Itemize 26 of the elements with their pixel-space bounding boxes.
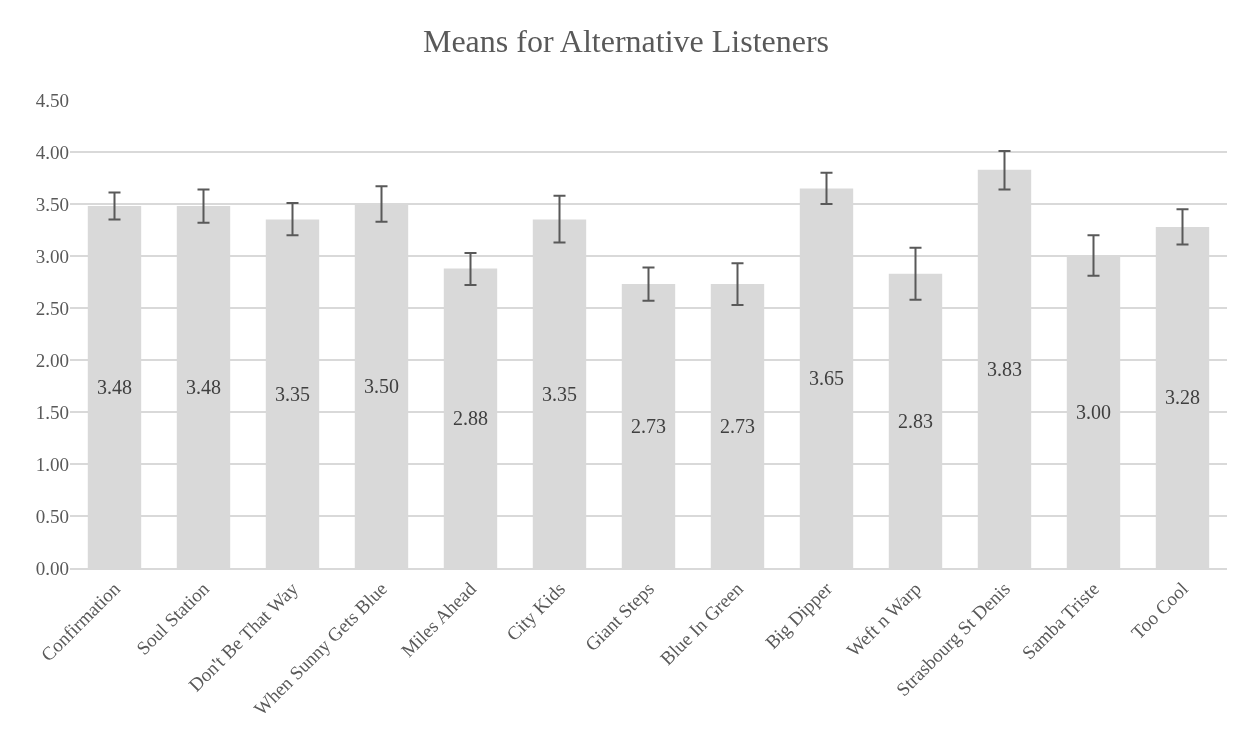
data-label: 3.50 [364,375,399,397]
data-label: 2.73 [631,415,666,438]
y-tick-label: 2.00 [35,349,69,371]
y-tick-label: 2.50 [35,297,69,319]
data-label: 3.83 [987,357,1022,380]
x-tick-label: City Kids [502,578,570,645]
data-label: 2.83 [898,409,933,432]
y-tick-label: 4.50 [35,89,69,111]
data-label: 3.65 [809,367,844,390]
y-tick-label: 4.00 [35,141,69,163]
data-label: 3.48 [97,376,132,399]
data-label: 3.35 [542,382,577,405]
data-label: 3.35 [275,382,310,405]
y-tick-label: 3.00 [35,245,69,267]
y-tick-label: 0.00 [35,557,69,579]
data-label: 2.88 [453,407,488,430]
data-label: 3.28 [1165,386,1200,409]
data-label: 2.73 [720,415,755,438]
y-tick-label: 3.50 [35,193,69,215]
x-tick-label: Too Cool [1127,578,1193,644]
y-tick-label: 1.00 [35,453,69,475]
y-tick-label: 1.50 [35,401,69,423]
data-label: 3.00 [1076,401,1111,423]
y-tick-label: 0.50 [35,505,69,527]
data-label: 3.48 [186,376,221,399]
chart-title: Means for Alternative Listeners [422,22,830,59]
